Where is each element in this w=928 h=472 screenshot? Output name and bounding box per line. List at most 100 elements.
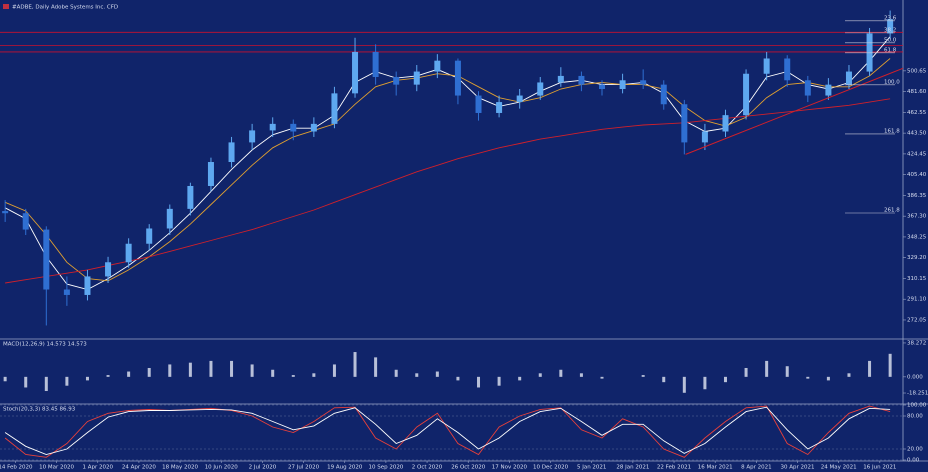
candle-body — [43, 229, 50, 290]
y-tick-label: 329.20 — [907, 255, 927, 261]
candle-body — [290, 123, 297, 132]
candle-body — [578, 75, 585, 85]
histogram-bar — [147, 367, 151, 377]
histogram-bar — [332, 364, 336, 377]
histogram-bar — [3, 376, 7, 382]
x-tick-label: 8 Apr 2021 — [741, 465, 772, 471]
candle-body — [784, 58, 791, 81]
histogram-bar — [394, 369, 398, 377]
candle-body — [413, 71, 420, 85]
y-tick-label: 405.40 — [907, 172, 927, 178]
y-tick-label: 481.60 — [907, 89, 927, 95]
histogram-bar — [374, 357, 378, 377]
candle-body — [207, 162, 214, 186]
y-tick-label: 0.00 — [907, 458, 920, 464]
histogram-bar — [518, 376, 522, 381]
candle-body — [269, 123, 276, 131]
y-tick-label: 20.00 — [907, 447, 923, 453]
x-tick-label: 2 Jul 2020 — [249, 465, 277, 471]
histogram-bar — [559, 369, 563, 377]
candle-body — [701, 131, 708, 143]
candle-body — [434, 60, 441, 72]
candle-body — [496, 102, 503, 113]
candle-body — [640, 80, 647, 85]
fib-label: 261.8 — [884, 208, 900, 214]
histogram-bar — [106, 375, 110, 377]
histogram-bar — [24, 376, 28, 388]
x-tick-label: 14 Feb 2020 — [0, 465, 33, 471]
histogram-bar — [600, 376, 604, 379]
moving-average — [4, 36, 891, 290]
moving-average — [4, 58, 891, 282]
y-tick-label: 424.45 — [907, 151, 927, 157]
candle-body — [146, 228, 153, 244]
x-tick-label: 10 Mar 2020 — [39, 465, 74, 471]
candle-body — [2, 211, 9, 214]
x-tick-label: 2 Oct 2020 — [412, 465, 443, 471]
candle-body — [63, 289, 70, 295]
candle-body — [125, 243, 132, 263]
x-tick-label: 18 May 2020 — [162, 465, 198, 471]
candle-body — [743, 73, 750, 116]
y-tick-label: 348.25 — [907, 234, 927, 240]
fib-label: 50.0 — [884, 37, 897, 43]
x-tick-label: 19 Aug 2020 — [327, 465, 363, 471]
x-tick-label: 5 Jan 2021 — [577, 465, 606, 471]
x-tick-label: 22 Feb 2021 — [657, 465, 691, 471]
y-tick-label: 462.55 — [907, 110, 927, 116]
histogram-bar — [188, 362, 192, 377]
fib-label: 100.0 — [884, 79, 900, 85]
candle-body — [352, 51, 359, 94]
histogram-bar — [168, 364, 172, 377]
histogram-bar — [230, 360, 234, 377]
x-tick-label: 24 Apr 2020 — [122, 465, 157, 471]
y-tick-label: 386.35 — [907, 193, 927, 199]
histogram-bar — [765, 360, 769, 377]
x-tick-label: 28 Jan 2021 — [616, 465, 649, 471]
candle-body — [804, 80, 811, 96]
candle-body — [516, 95, 523, 103]
y-tick-label: 443.50 — [907, 131, 927, 137]
candle-body — [681, 104, 688, 143]
histogram-bar — [538, 373, 542, 377]
histogram-bar — [641, 375, 645, 377]
chart-title: #ADBE, Daily Adobe Systems Inc. CFD — [12, 5, 118, 11]
candle-body — [619, 80, 626, 89]
histogram-bar — [415, 373, 419, 377]
x-tick-label: 26 Oct 2020 — [451, 465, 486, 471]
y-tick-label: 100.00 — [907, 403, 927, 409]
oscillator-line — [4, 405, 891, 458]
candle-body — [228, 142, 235, 163]
candle-body — [722, 115, 729, 132]
histogram-bar — [682, 376, 686, 393]
histogram-bar — [847, 373, 851, 377]
candle-body — [599, 84, 605, 89]
candle-body — [887, 19, 894, 34]
histogram-bar — [291, 375, 295, 377]
histogram-bar — [662, 376, 666, 383]
candle-body — [105, 262, 112, 277]
moving-average — [5, 98, 891, 284]
histogram-bar — [209, 360, 213, 377]
histogram-bar — [723, 376, 727, 383]
x-tick-label: 16 Jun 2021 — [863, 465, 896, 471]
y-tick-label: 310.15 — [907, 276, 927, 282]
fib-label: 161.8 — [884, 128, 900, 134]
candle-body — [537, 82, 544, 96]
candle-body — [557, 75, 564, 83]
histogram-bar — [127, 371, 131, 377]
histogram-bar — [888, 353, 892, 377]
candle-body — [393, 77, 400, 85]
symbol-flag — [3, 4, 9, 9]
trendline — [685, 67, 904, 155]
y-tick-label: 0.000 — [907, 374, 923, 380]
histogram-bar — [826, 376, 830, 381]
y-tick-label: 291.10 — [907, 297, 927, 303]
candle-body — [845, 71, 852, 85]
x-tick-label: 24 May 2021 — [821, 465, 857, 471]
histogram-bar — [868, 360, 872, 377]
candle-body — [22, 213, 29, 230]
x-tick-label: 27 Jul 2020 — [288, 465, 320, 471]
candle-body — [763, 58, 770, 74]
histogram-bar — [85, 376, 89, 381]
